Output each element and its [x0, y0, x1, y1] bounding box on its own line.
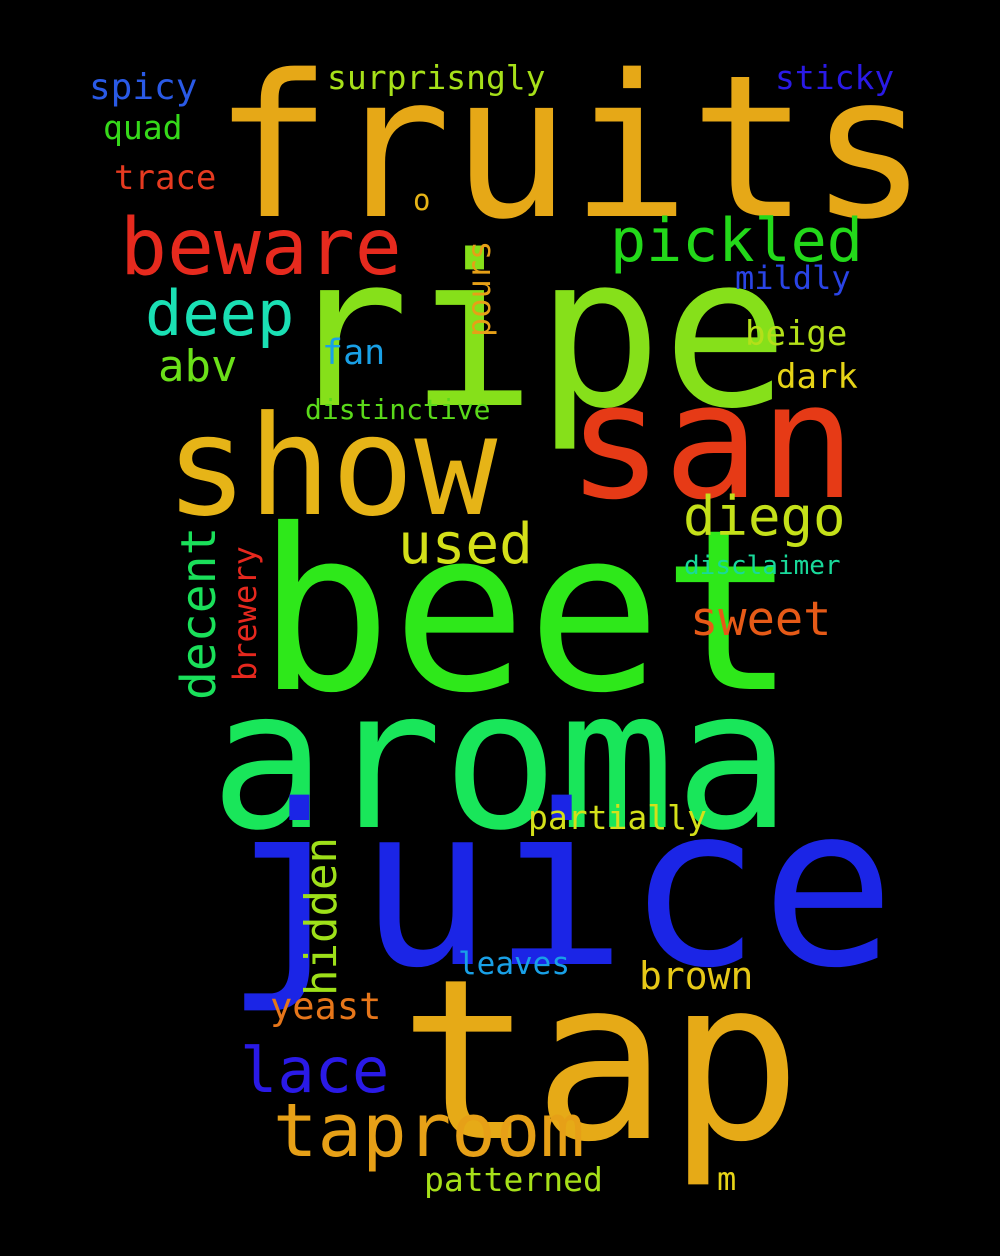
word-yeast: yeast [270, 985, 382, 1028]
word-partially: partially [528, 798, 707, 837]
word-pours: pours [460, 240, 498, 337]
word-beware: beware [120, 203, 402, 293]
word-diego: diego [683, 485, 846, 548]
word-beige: beige [745, 314, 848, 354]
word-disclaimer: disclaimer [684, 551, 841, 581]
word-quad: quad [103, 108, 183, 147]
word-san: san [567, 348, 856, 535]
word-decent: decent [171, 526, 227, 700]
word-fan: fan [322, 333, 386, 373]
word-sticky: sticky [775, 58, 895, 97]
word-used: used [398, 512, 533, 577]
word-trace: trace [114, 158, 217, 198]
word-fruits: fruits [213, 32, 929, 263]
word-brown: brown [639, 954, 754, 998]
word-show: show [165, 386, 498, 547]
word-sweet: sweet [690, 592, 832, 647]
word-beet: beet [257, 481, 797, 742]
word-leaves: leaves [458, 946, 570, 982]
word-abv: abv [158, 341, 238, 392]
word-brewery: brewery [226, 546, 264, 681]
word-ripe: ripe [283, 210, 789, 455]
word-pickled: pickled [610, 206, 863, 276]
word-aroma: aroma [210, 648, 791, 873]
word-m: m [717, 1160, 737, 1198]
word-tap: tap [399, 931, 802, 1191]
word-spicy: spicy [89, 67, 198, 108]
word-lace: lace [240, 1034, 390, 1107]
word-hidden: hidden [296, 837, 347, 996]
word-taproom: taproom [273, 1088, 585, 1174]
word-mildly: mildly [735, 259, 851, 297]
word-dark: dark [776, 357, 858, 397]
word-patterned: patterned [424, 1160, 603, 1199]
word-o: o [413, 183, 431, 217]
word-distinctive: distinctive [305, 393, 491, 426]
word-juice: juice [224, 757, 896, 1017]
word-surprisngly: surprisngly [327, 58, 546, 97]
word-deep: deep [145, 277, 295, 350]
